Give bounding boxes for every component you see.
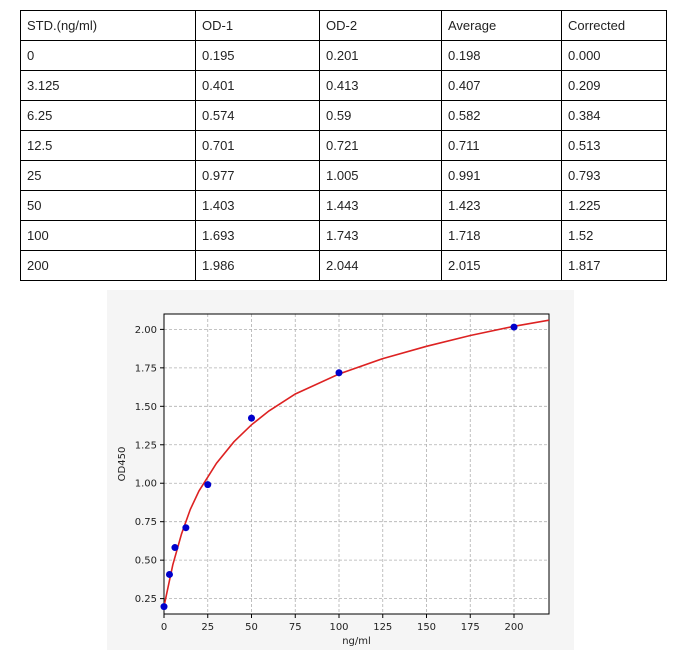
- table-cell: 1.52: [561, 220, 667, 251]
- table-cell: 1.817: [561, 250, 667, 281]
- x-tick-label: 75: [289, 622, 302, 633]
- chart-svg: 0 25 50 75 100 125 150 175 200 0.25 0.50 0.75 1.00 1.…: [107, 290, 574, 650]
- column-header: OD-2: [319, 10, 442, 41]
- standard-curve-table: STD.(ng/ml) OD-1 OD-2 Average Corrected 0 0.19…: [20, 10, 667, 281]
- fit-curve-line: [164, 319, 549, 607]
- table-cell: 1.986: [195, 250, 320, 281]
- data-point: [165, 570, 173, 578]
- x-tick-label: 200: [504, 622, 523, 633]
- table-cell: 0.195: [195, 40, 320, 71]
- table-cell: 50: [20, 190, 196, 221]
- x-tick-label: 100: [329, 622, 348, 633]
- table-row: 25 0.977 1.005 0.991 0.793: [20, 160, 667, 191]
- table-cell: 0.701: [195, 130, 320, 161]
- table-cell: 0.198: [441, 40, 562, 71]
- table-cell: 0.513: [561, 130, 667, 161]
- table-cell: 12.5: [20, 130, 196, 161]
- table-row: 12.5 0.701 0.721 0.711 0.513: [20, 130, 667, 161]
- table-cell: 0.574: [195, 100, 320, 131]
- table-cell: 0.413: [319, 70, 442, 101]
- table-cell: 0.000: [561, 40, 667, 71]
- data-point: [335, 369, 343, 377]
- y-tick-label: 1.75: [135, 363, 157, 374]
- table-cell: 1.743: [319, 220, 442, 251]
- y-tick-label: 1.00: [135, 479, 157, 490]
- x-tick-label: 125: [373, 622, 392, 633]
- table-cell: 2.015: [441, 250, 562, 281]
- table-cell: 0.201: [319, 40, 442, 71]
- x-tick-label: 0: [161, 622, 167, 633]
- x-tick-label: 50: [245, 622, 258, 633]
- x-tick-label: 25: [201, 622, 214, 633]
- table-row: 100 1.693 1.743 1.718 1.52: [20, 220, 667, 251]
- table-cell: 0.407: [441, 70, 562, 101]
- y-axis-label: OD450: [117, 447, 128, 482]
- y-tick-label: 0.50: [135, 556, 157, 567]
- y-tick-label: 2.00: [135, 325, 157, 336]
- table-cell: 1.693: [195, 220, 320, 251]
- table-cell: 25: [20, 160, 196, 191]
- x-tick-label: 175: [461, 622, 480, 633]
- column-header: Average: [441, 10, 562, 41]
- table-cell: 0.977: [195, 160, 320, 191]
- table-row: 50 1.403 1.443 1.423 1.225: [20, 190, 667, 221]
- table-header-row: STD.(ng/ml) OD-1 OD-2 Average Corrected: [20, 10, 667, 41]
- table-cell: 6.25: [20, 100, 196, 131]
- table-row: 3.125 0.401 0.413 0.407 0.209: [20, 70, 667, 101]
- x-axis-label: ng/ml: [342, 636, 371, 647]
- table-row: 200 1.986 2.044 2.015 1.817: [20, 250, 667, 281]
- table-cell: 1.443: [319, 190, 442, 221]
- x-tick-label: 150: [417, 622, 436, 633]
- table-cell: 0.721: [319, 130, 442, 161]
- table-cell: 0.991: [441, 160, 562, 191]
- table-cell: 200: [20, 250, 196, 281]
- table-cell: 0.793: [561, 160, 667, 191]
- y-tick-label: 0.25: [135, 594, 157, 605]
- table-cell: 0.384: [561, 100, 667, 131]
- table-cell: 0.209: [561, 70, 667, 101]
- column-header: OD-1: [195, 10, 320, 41]
- table-row: 0 0.195 0.201 0.198 0.000: [20, 40, 667, 71]
- data-point: [248, 414, 255, 422]
- y-tick-label: 1.50: [135, 402, 157, 413]
- y-tick-label: 1.25: [135, 440, 157, 451]
- table-row: 6.25 0.574 0.59 0.582 0.384: [20, 100, 667, 131]
- table-cell: 0: [20, 40, 196, 71]
- table-cell: 3.125: [20, 70, 196, 101]
- data-point: [204, 481, 212, 489]
- table-cell: 0.401: [195, 70, 320, 101]
- data-point: [510, 323, 518, 331]
- table-cell: 1.403: [195, 190, 320, 221]
- data-point: [182, 524, 190, 532]
- table-cell: 1.718: [441, 220, 562, 251]
- column-header: STD.(ng/ml): [20, 10, 196, 41]
- data-point: [171, 544, 179, 552]
- table-cell: 0.582: [441, 100, 562, 131]
- axes-frame: [163, 313, 550, 615]
- table-cell: 1.005: [319, 160, 442, 191]
- table-cell: 2.044: [319, 250, 442, 281]
- table-cell: 100: [20, 220, 196, 251]
- plot-area: [164, 314, 549, 614]
- table-cell: 1.423: [441, 190, 562, 221]
- data-point: [160, 603, 168, 611]
- table-cell: 1.225: [561, 190, 667, 221]
- table-cell: 0.711: [441, 130, 562, 161]
- column-header: Corrected: [561, 10, 667, 41]
- y-tick-label: 0.75: [135, 517, 157, 528]
- standard-curve-chart: 0 25 50 75 100 125 150 175 200 0.25 0.50 0.75 1.00 1.…: [107, 290, 574, 650]
- table-cell: 0.59: [319, 100, 442, 131]
